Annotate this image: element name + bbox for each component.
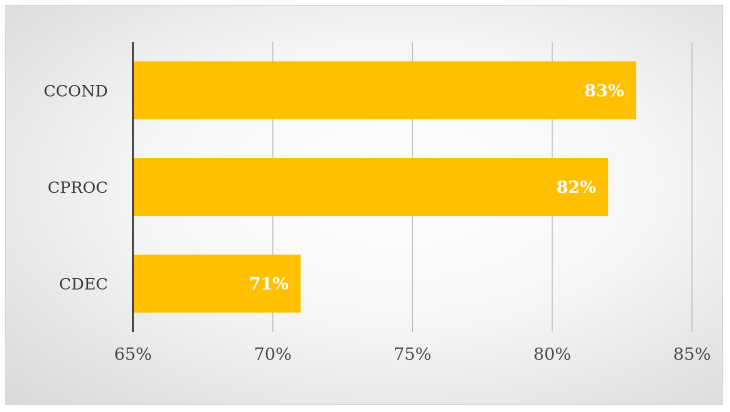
category-label: CDEC — [59, 275, 108, 294]
x-tick-label: 65% — [114, 345, 152, 365]
data-label: 83% — [584, 81, 624, 101]
x-tick-label: 85% — [673, 345, 711, 365]
axes: 65% 70% 75% 80% 85% CCOND CPROC CDEC — [44, 42, 711, 365]
bar-cdec — [133, 254, 301, 313]
category-label: CCOND — [44, 81, 108, 100]
x-tick-label: 75% — [394, 345, 432, 365]
bar-ccond — [133, 61, 637, 120]
bar-cproc — [133, 158, 609, 216]
x-tick-label: 70% — [254, 345, 292, 365]
x-tick-label: 80% — [533, 345, 571, 365]
data-label: 82% — [556, 178, 596, 198]
bars: 83% 82% 71% — [133, 61, 637, 313]
category-label: CPROC — [48, 178, 108, 197]
data-label: 71% — [249, 275, 289, 295]
